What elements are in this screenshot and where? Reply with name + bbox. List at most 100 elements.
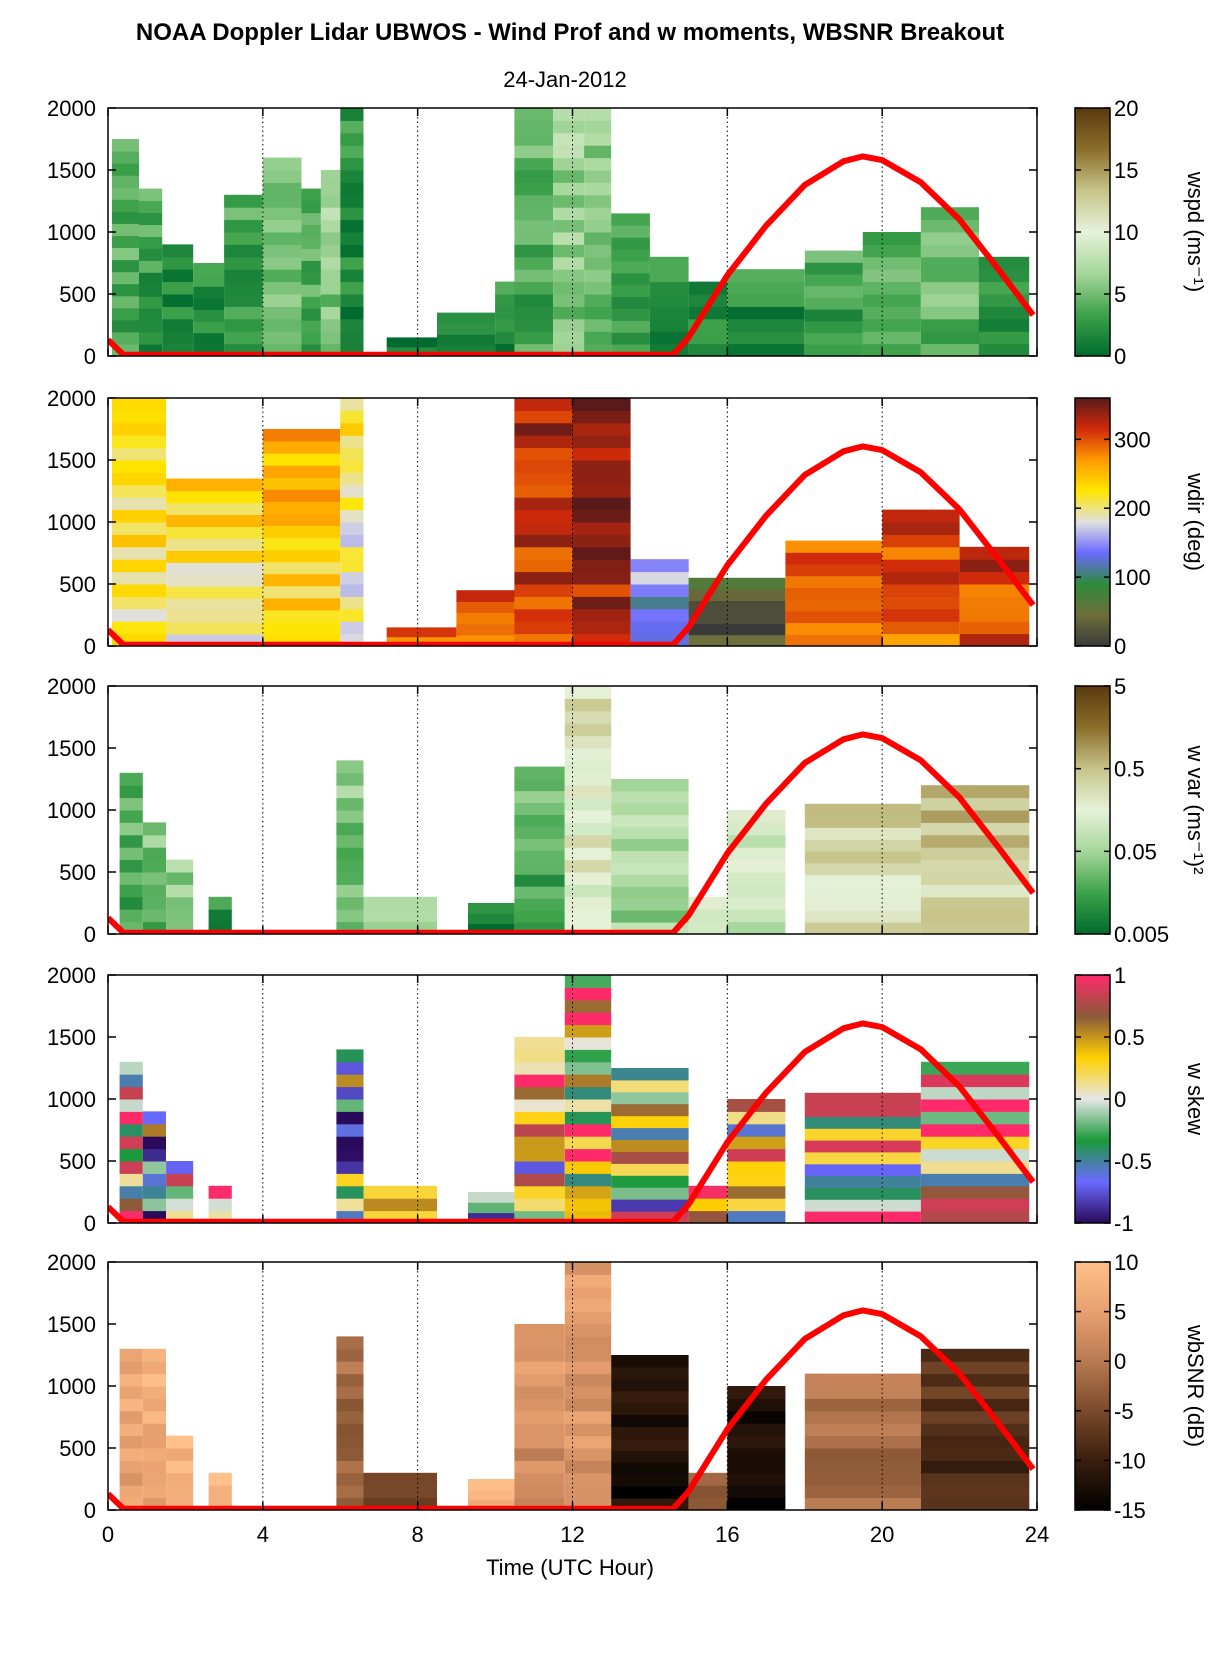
heatmap-cell xyxy=(611,1068,689,1081)
heatmap-cell xyxy=(514,306,554,320)
heatmap-cell xyxy=(119,1423,143,1437)
heatmap-cell xyxy=(119,1386,143,1399)
heatmap-cell xyxy=(564,1448,612,1461)
heatmap-cell xyxy=(564,1373,612,1387)
heatmap-cell xyxy=(336,872,364,885)
heatmap-cell xyxy=(336,1198,364,1212)
heatmap-cell xyxy=(111,484,167,498)
heatmap-cell xyxy=(142,1398,166,1412)
heatmap-cell xyxy=(862,232,921,245)
heatmap-cell xyxy=(340,207,364,221)
heatmap-cell xyxy=(727,896,786,910)
heatmap-cell xyxy=(584,157,612,171)
y-tick-label: 1000 xyxy=(47,1374,96,1399)
heatmap-cell xyxy=(142,1472,166,1486)
colorbar-tick-label: 0.5 xyxy=(1114,757,1145,782)
heatmap-cell xyxy=(564,909,612,923)
heatmap-cell xyxy=(514,1099,565,1112)
heatmap-cell xyxy=(920,269,979,283)
heatmap-cell xyxy=(564,987,612,1001)
heatmap-cell xyxy=(564,822,612,836)
heatmap-cell xyxy=(495,294,515,307)
heatmap-cell xyxy=(862,256,921,270)
heatmap-cell xyxy=(336,1423,364,1437)
colorbar-label: w var (ms⁻¹)² xyxy=(1183,745,1208,875)
heatmap-cell xyxy=(649,269,689,283)
heatmap-cell xyxy=(262,232,302,245)
heatmap-cell xyxy=(139,188,163,202)
heatmap-cell xyxy=(920,1472,1030,1486)
heatmap-cell xyxy=(262,561,341,575)
heatmap-cell xyxy=(119,847,143,861)
heatmap-cell xyxy=(514,850,565,863)
heatmap-cell xyxy=(978,331,1030,345)
heatmap-cell xyxy=(564,1024,612,1038)
heatmap-cell xyxy=(320,207,341,221)
heatmap-cell xyxy=(119,822,143,836)
heatmap-cell xyxy=(111,175,139,188)
colorbar-tick-label: 100 xyxy=(1114,565,1151,590)
heatmap-cell xyxy=(514,460,573,473)
colorbar-tick-label: 0.5 xyxy=(1114,1025,1145,1050)
heatmap-cell xyxy=(804,922,921,934)
heatmap-cell xyxy=(553,232,585,245)
heatmap-cell xyxy=(514,435,573,449)
heatmap-cell xyxy=(111,151,139,164)
heatmap-cell xyxy=(572,571,631,585)
heatmap-cell xyxy=(336,1361,364,1375)
heatmap-cell xyxy=(193,297,225,310)
y-tick-label: 1000 xyxy=(47,220,96,245)
heatmap-cell xyxy=(336,785,364,799)
heatmap-cell xyxy=(804,1485,921,1499)
heatmap-cell xyxy=(862,281,921,295)
heatmap-cell xyxy=(804,1435,921,1449)
heatmap-cell xyxy=(111,472,167,486)
heatmap-cell xyxy=(142,1485,166,1499)
heatmap-cell xyxy=(301,224,321,237)
heatmap-cell xyxy=(336,1074,364,1088)
heatmap-cell xyxy=(301,308,321,321)
panel-wbSNR: 0 500 1000 1500 2000 0 4 8 12 16 20 24 -15 -10 -5 0 5 10 w… xyxy=(47,1250,1208,1547)
heatmap-cell xyxy=(514,1373,565,1387)
heatmap-cell xyxy=(611,1091,689,1105)
heatmap-cell xyxy=(514,1361,565,1375)
heatmap-cell xyxy=(804,309,863,322)
heatmap-cell xyxy=(514,608,573,622)
heatmap-cell xyxy=(495,306,515,320)
heatmap-cell xyxy=(262,269,302,283)
heatmap-cell xyxy=(727,318,805,332)
heatmap-cell xyxy=(727,921,786,934)
heatmap-cell xyxy=(111,559,167,573)
heatmap-cell xyxy=(514,422,573,436)
heatmap-cell xyxy=(514,256,554,270)
heatmap-cell xyxy=(920,1448,1030,1461)
heatmap-cell xyxy=(804,274,863,287)
heatmap-cell xyxy=(340,132,364,146)
heatmap-cell xyxy=(688,331,728,345)
heatmap-cell xyxy=(119,1198,143,1212)
heatmap-cell xyxy=(882,621,960,635)
heatmap-cell xyxy=(611,320,650,333)
heatmap-cell xyxy=(920,1497,1030,1510)
heatmap-cell xyxy=(514,898,565,911)
heatmap-cell xyxy=(564,1423,612,1437)
colorbar-label: w skew xyxy=(1183,1062,1208,1135)
heatmap-cell xyxy=(727,822,786,836)
heatmap-cell xyxy=(688,623,786,636)
heatmap-cell xyxy=(584,281,612,295)
heatmap-cell xyxy=(262,501,341,514)
heatmap-cell xyxy=(142,1410,166,1424)
heatmap-cell xyxy=(262,537,341,551)
colorbar-tick-label: 10 xyxy=(1114,220,1138,245)
heatmap-cell xyxy=(564,810,612,823)
heatmap-cell xyxy=(111,596,167,610)
heatmap-cell xyxy=(224,269,263,283)
heatmap-cell xyxy=(649,281,689,295)
heatmap-cell xyxy=(572,472,631,486)
heatmap-cell xyxy=(727,1485,786,1499)
heatmap-cell xyxy=(862,269,921,283)
heatmap-cell xyxy=(336,797,364,811)
y-tick-label: 0 xyxy=(84,922,96,947)
heatmap-cell xyxy=(920,281,979,295)
heatmap-cell xyxy=(363,1198,437,1212)
